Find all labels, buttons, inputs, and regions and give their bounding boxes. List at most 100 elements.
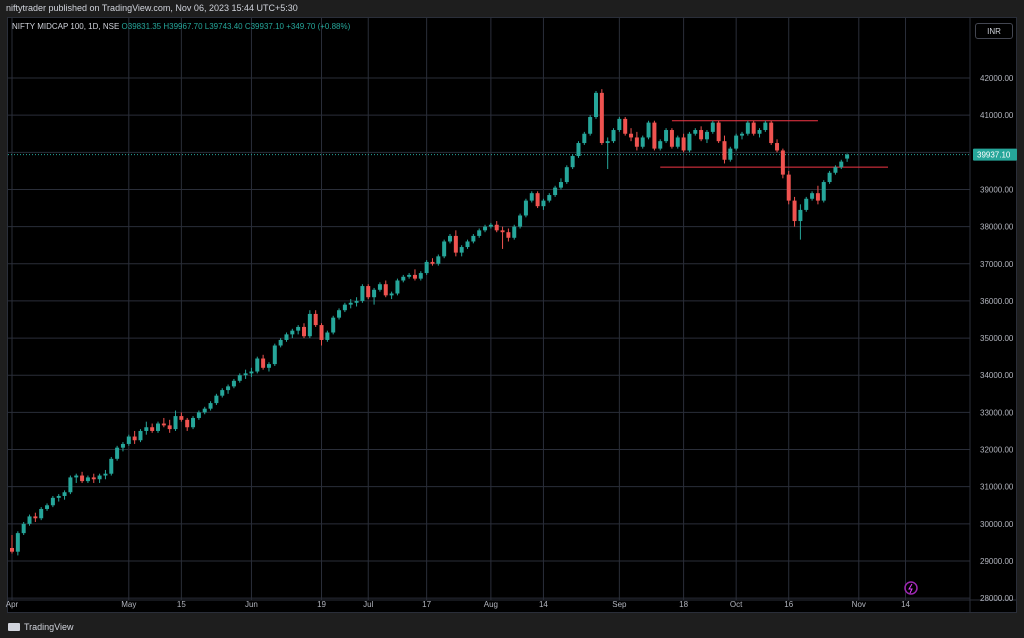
candle <box>27 514 32 526</box>
overlay-markers <box>904 581 918 595</box>
price-axis: 42000.0041000.0040000.0039000.0038000.00… <box>973 74 1017 603</box>
currency-button[interactable]: INR <box>975 23 1013 39</box>
candle <box>62 490 67 500</box>
candle-body <box>465 241 470 248</box>
candle-body <box>144 427 149 431</box>
candle-body <box>558 182 563 188</box>
candle-body <box>845 154 850 159</box>
close-label: C <box>244 22 251 31</box>
candle-body <box>80 475 85 482</box>
candle <box>564 165 569 184</box>
candle-body <box>156 423 160 431</box>
candle <box>745 120 750 136</box>
candle-body <box>331 317 336 333</box>
candle-body <box>564 167 569 183</box>
candle-body <box>261 358 266 368</box>
candle <box>757 128 762 138</box>
candle <box>10 534 14 554</box>
candle-body <box>10 547 14 552</box>
candle-body <box>728 148 733 160</box>
candles <box>10 89 850 556</box>
candle-body <box>372 289 377 298</box>
candle <box>751 120 756 136</box>
candle <box>529 191 534 203</box>
candle-body <box>436 256 441 264</box>
candle <box>185 417 190 431</box>
candle <box>570 154 575 170</box>
candle <box>290 328 295 339</box>
candle-body <box>523 200 528 216</box>
candle-body <box>827 172 832 183</box>
candle <box>179 412 184 422</box>
candle-body <box>810 193 815 199</box>
candle <box>483 224 488 233</box>
tradingview-logo[interactable]: TradingView <box>8 622 74 632</box>
candle-body <box>138 430 143 441</box>
candle-body <box>430 261 435 264</box>
candle <box>296 325 301 335</box>
ohlc-values: O39831.35 H39967.70 L39743.40 C39937.10 … <box>122 22 351 31</box>
candle <box>494 221 499 233</box>
candle <box>763 120 768 132</box>
candle <box>208 401 213 411</box>
candle <box>266 362 271 372</box>
candle-body <box>366 286 371 298</box>
chart-pane[interactable] <box>7 17 1017 613</box>
price-tick-label: 28000.00 <box>980 594 1014 603</box>
price-tick-label: 37000.00 <box>980 260 1014 269</box>
candle <box>775 139 780 153</box>
candle <box>56 494 61 502</box>
candle-body <box>56 495 61 498</box>
candle-body <box>453 235 458 253</box>
candle <box>506 228 511 242</box>
candle-body <box>804 198 809 210</box>
candle-body <box>39 508 44 519</box>
candle <box>629 128 634 142</box>
candle-body <box>582 133 587 144</box>
time-tick-label: Oct <box>730 600 743 609</box>
candle-body <box>740 133 744 136</box>
candle <box>313 310 318 327</box>
candle <box>728 146 733 162</box>
candle-body <box>389 293 394 296</box>
candle-body <box>792 200 797 222</box>
candle <box>442 239 447 259</box>
candle-body <box>237 375 242 381</box>
candle-body <box>745 122 750 134</box>
candle <box>734 133 739 151</box>
last-price-badge <box>973 148 1017 161</box>
candle <box>85 475 90 483</box>
low-value: 39743.40 <box>209 22 243 31</box>
candle-body <box>815 193 820 201</box>
candle-body <box>699 130 704 140</box>
candle <box>477 228 482 238</box>
candle-body <box>103 473 108 476</box>
candle <box>599 89 604 145</box>
candle-body <box>337 310 342 318</box>
candle <box>45 503 50 511</box>
candle <box>436 254 441 266</box>
candle <box>810 191 815 201</box>
candle <box>74 473 79 483</box>
candle-body <box>208 403 213 409</box>
candle <box>623 117 628 136</box>
candle <box>331 315 336 335</box>
candle-body <box>488 224 493 227</box>
candle <box>465 239 470 249</box>
candle <box>156 421 160 433</box>
candle <box>377 282 382 292</box>
candle-body <box>500 230 505 233</box>
candle <box>664 128 669 144</box>
candle <box>337 308 342 320</box>
candle-body <box>296 326 301 331</box>
high-value: 39967.70 <box>169 22 203 31</box>
candle-body <box>594 92 598 118</box>
candle-body <box>202 408 207 413</box>
candle-body <box>185 419 190 428</box>
candle-body <box>383 284 388 296</box>
candle-body <box>132 436 137 441</box>
time-tick-label: Apr <box>6 600 19 609</box>
price-tick-label: 41000.00 <box>980 111 1014 120</box>
candle-body <box>786 174 791 201</box>
